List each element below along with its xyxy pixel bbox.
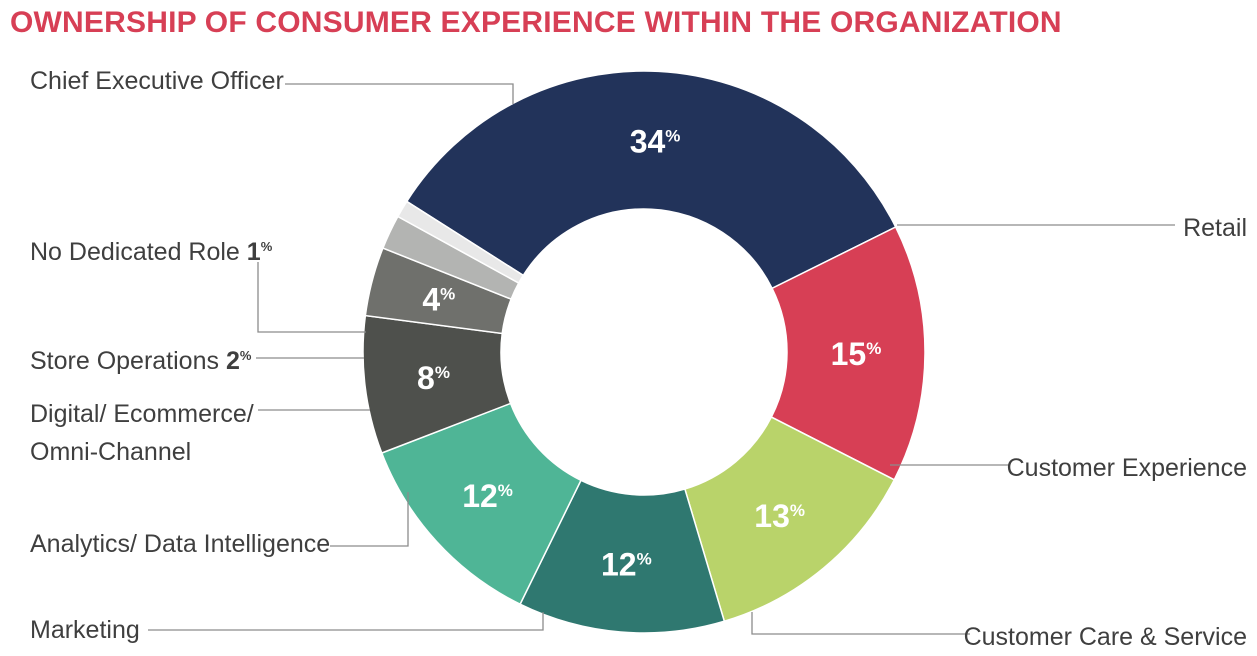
value-label-retail: 15% — [831, 336, 882, 372]
value-label-analytics-data-intelligence: 8% — [417, 360, 450, 396]
slice-ceo — [405, 70, 897, 290]
leader-line-ceo — [285, 83, 514, 104]
leader-line-analytics-data-intelligence — [330, 492, 409, 547]
category-labels-group: Chief Executive Officer Retail Customer Ex… — [30, 67, 1247, 651]
value-label-marketing: 12% — [462, 478, 513, 514]
value-label-digital-ecommerce: 4% — [422, 282, 455, 318]
slice-customer-experience — [683, 416, 896, 623]
chart-title: OWNERSHIP OF CONSUMER EXPERIENCE WITHIN … — [10, 6, 1062, 39]
category-label-no-dedicated-role: No Dedicated Role 1% — [30, 238, 273, 266]
category-label-ceo: Chief Executive Officer — [30, 67, 284, 95]
leader-line-customer-care-service — [751, 612, 970, 635]
slice-no-dedicated-role — [396, 200, 525, 285]
category-label-digital-ecommerce-line-1: Digital/ Ecommerce/ — [30, 400, 254, 428]
category-label-customer-care-service: Customer Care & Service — [964, 623, 1247, 651]
category-label-store-operations: Store Operations 2% — [30, 347, 252, 375]
slice-customer-care-service — [519, 479, 726, 634]
category-label-analytics-data-intelligence: Analytics/ Data Intelligence — [30, 530, 330, 558]
slice-marketing — [380, 402, 582, 606]
category-label-retail: Retail — [1183, 214, 1247, 242]
category-label-customer-experience: Customer Experience — [1007, 454, 1247, 482]
slice-retail — [770, 225, 926, 481]
slice-values-group: 34% 15% 13% 12% 12% 8% 4% — [417, 123, 881, 582]
leader-lines-group — [148, 83, 1175, 635]
category-label-digital-ecommerce-line-2: Omni-Channel — [30, 438, 191, 466]
value-label-customer-experience: 13% — [754, 498, 805, 534]
leader-line-no-dedicated-role — [257, 262, 366, 333]
category-label-marketing: Marketing — [30, 616, 140, 644]
slices-group — [362, 70, 926, 634]
value-label-customer-care-service: 12% — [601, 546, 652, 582]
leader-line-marketing — [148, 612, 544, 631]
value-label-ceo: 34% — [630, 123, 681, 159]
